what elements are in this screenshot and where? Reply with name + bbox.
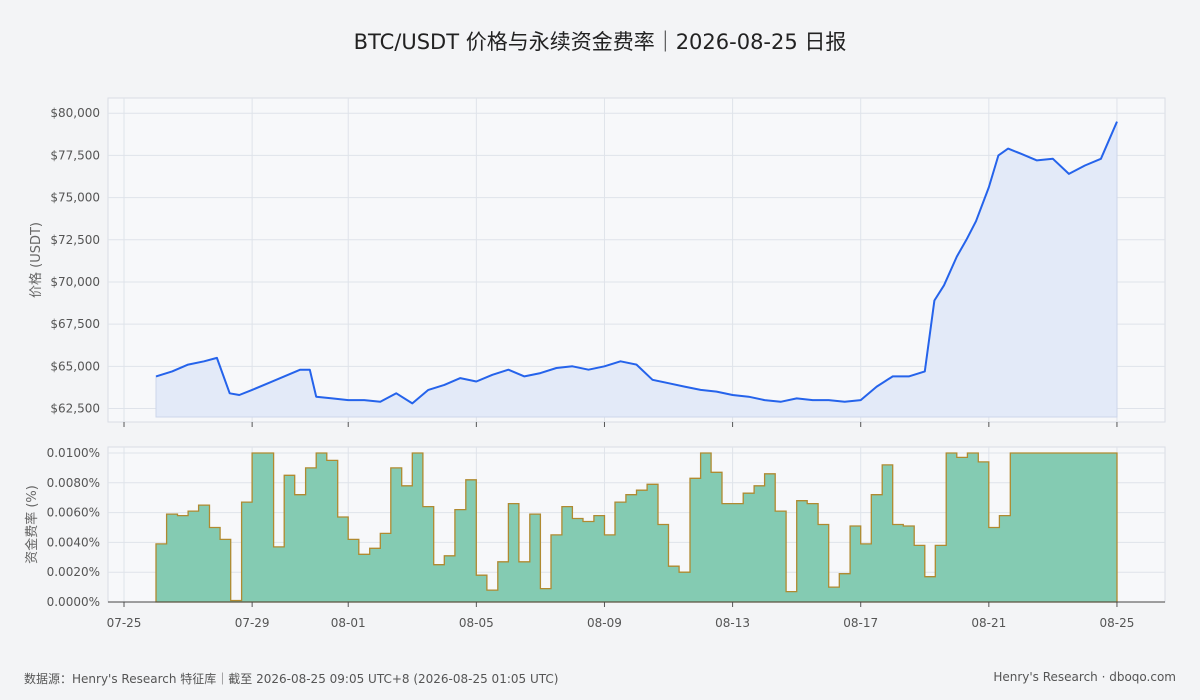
price-y-tick-label: $65,000 bbox=[50, 359, 100, 373]
x-tick-label: 07-29 bbox=[235, 616, 270, 630]
x-tick-label: 08-17 bbox=[843, 616, 878, 630]
funding-y-tick-label: 0.0060% bbox=[47, 506, 100, 520]
x-tick-label: 08-25 bbox=[1100, 616, 1135, 630]
price-panel: $62,500 $65,000 $67,500 $70,000 $72,500 $75,0… bbox=[28, 97, 1166, 427]
price-y-ticks: $62,500 $65,000 $67,500 $70,000 $72,500 $75,0… bbox=[50, 106, 100, 415]
x-tick-label: 07-25 bbox=[107, 616, 142, 630]
chart-title: BTC/USDT 价格与永续资金费率｜2026-08-25 日报 bbox=[353, 30, 847, 54]
price-y-tick-label: $75,000 bbox=[50, 191, 100, 205]
funding-y-tick-label: 0.0080% bbox=[47, 476, 100, 490]
price-y-tick-label: $80,000 bbox=[50, 106, 100, 120]
price-y-axis-label: 价格 (USDT) bbox=[28, 222, 44, 298]
funding-panel: 0.0000% 0.0020% 0.0040% 0.0060% 0.0080% 0.010… bbox=[24, 446, 1166, 630]
x-tick-label: 08-21 bbox=[971, 616, 1006, 630]
funding-step-area bbox=[155, 452, 1118, 603]
funding-y-ticks: 0.0000% 0.0020% 0.0040% 0.0060% 0.0080% 0.010… bbox=[47, 446, 100, 609]
price-line-series bbox=[155, 121, 1118, 405]
funding-y-axis-label: 资金费率 (%) bbox=[24, 485, 40, 564]
price-y-tick-label: $70,000 bbox=[50, 275, 100, 289]
price-y-tick-label: $72,500 bbox=[50, 233, 100, 247]
price-x-tick-marks bbox=[123, 422, 1118, 427]
x-tick-label: 08-09 bbox=[587, 616, 622, 630]
price-y-tick-label: $67,500 bbox=[50, 317, 100, 331]
price-y-tick-label: $62,500 bbox=[50, 402, 100, 416]
funding-y-tick-label: 0.0100% bbox=[47, 446, 100, 460]
x-tick-label: 08-13 bbox=[715, 616, 750, 630]
x-tick-label: 08-01 bbox=[331, 616, 366, 630]
price-y-tick-label: $77,500 bbox=[50, 148, 100, 162]
data-source-note: 数据源：Henry's Research 特征库｜截至 2026-08-25 0… bbox=[24, 672, 559, 686]
x-tick-label: 08-05 bbox=[459, 616, 494, 630]
funding-y-tick-label: 0.0020% bbox=[47, 565, 100, 579]
funding-y-tick-label: 0.0000% bbox=[47, 595, 100, 609]
funding-x-ticks: 07-25 07-29 08-01 08-05 08-09 08-13 08-17 08-21… bbox=[107, 602, 1135, 630]
brand-credit: Henry's Research · dboqo.com bbox=[993, 670, 1176, 684]
funding-y-tick-label: 0.0040% bbox=[47, 535, 100, 549]
